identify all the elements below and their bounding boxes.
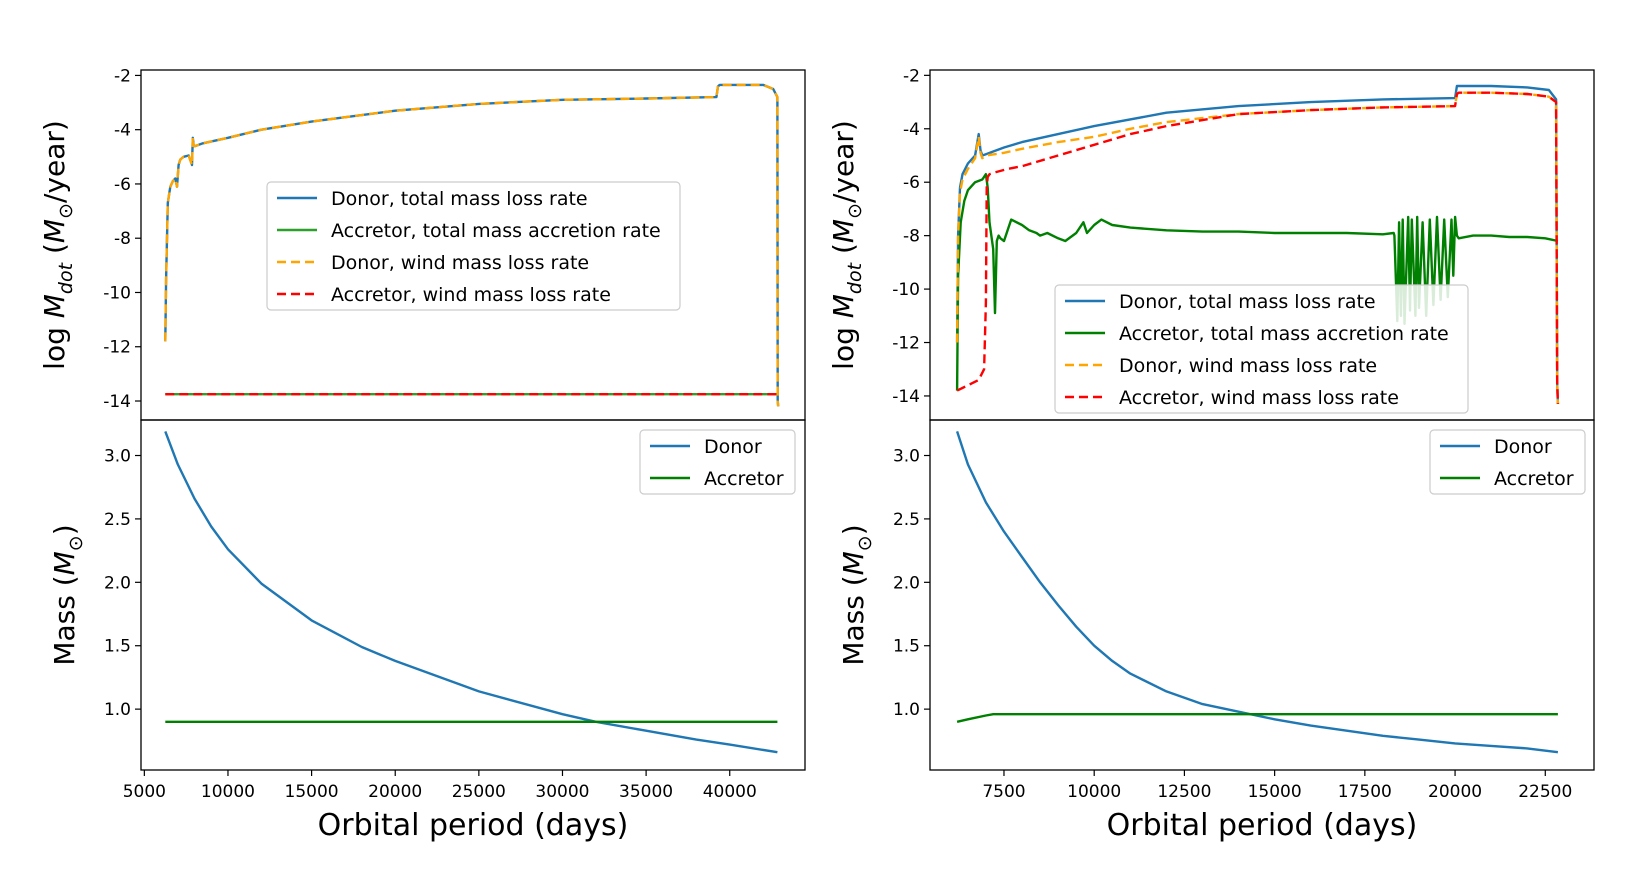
left-top-legend-box [266, 181, 681, 311]
right-top-legend-label-donor-total-mass-loss-rate: Donor, total mass loss rate [1119, 291, 1376, 313]
left-top-ytick-label: -8 [114, 229, 131, 249]
right-top-legend-box [1054, 284, 1469, 414]
right-bottom-ytick-label: 3.0 [893, 447, 920, 467]
left-bottom-ticks: 1.0 1.5 2.0 2.5 3.0 5000 10000 15000 20000 25000 3… [104, 447, 757, 802]
left-bottom-ytick-label: 3.0 [104, 447, 131, 467]
left-top-legend: Donor, total mass loss rate Accretor, tot… [266, 181, 681, 311]
right-bottom-xtick-label: 17500 [1338, 782, 1392, 802]
left-top-ticks: -2 -4 -6 -8 -10 -12 -14 [103, 66, 141, 412]
right-top-series [955, 84, 1560, 405]
left-bottom-xtick-label: 30000 [535, 782, 589, 802]
left-top-series-donor-wind-mass-loss-rate [164, 83, 780, 407]
left-bottom-ytick-label: 2.5 [104, 510, 131, 530]
right-top-ytick-label: -14 [892, 387, 920, 407]
left-bottom-legend-label-donor: Donor [704, 436, 762, 458]
right-top-ytick-label: -2 [903, 66, 920, 86]
right-bottom-series-accretor [956, 713, 1558, 723]
left-top-ytick-label: -10 [103, 283, 131, 303]
right-top-legend-label-accretor-wind-mass-loss-rate: Accretor, wind mass loss rate [1119, 387, 1399, 409]
right-top-ytick-label: -4 [903, 120, 920, 140]
left-bottom-ytick-label: 1.5 [104, 637, 131, 657]
left-top-legend-label-accretor-total-mass-accretion-rate: Accretor, total mass accretion rate [331, 220, 661, 242]
right-bottom-ytick-label: 2.5 [893, 510, 920, 530]
right-top-ylabel: log Mdot (M⊙/year) [827, 120, 866, 370]
left-top-ytick-label: -14 [103, 392, 131, 412]
right-top-ytick-label: -8 [903, 227, 920, 247]
left-top-legend-label-donor-total-mass-loss-rate: Donor, total mass loss rate [331, 188, 588, 210]
right-top-ytick-label: -10 [892, 280, 920, 300]
left-top-ylabel: log Mdot (M⊙/year) [38, 120, 77, 370]
left-bottom-xtick-label: 20000 [368, 782, 422, 802]
left-top-ytick-label: -6 [114, 175, 131, 195]
right-bottom-xtick-label: 10000 [1067, 782, 1121, 802]
right-top-series-donor-wind-mass-loss-rate [955, 91, 1560, 405]
right-bottom-ytick-label: 2.0 [893, 573, 920, 593]
left-top-series [164, 83, 780, 407]
left-bottom-series [164, 430, 778, 754]
right-bottom-frame [929, 419, 1595, 771]
left-top-legend-label-donor-wind-mass-loss-rate: Donor, wind mass loss rate [331, 252, 589, 274]
right-top-series-accretor-wind-mass-loss-rate [956, 91, 1560, 405]
right-top-legend-label-donor-wind-mass-loss-rate: Donor, wind mass loss rate [1119, 355, 1377, 377]
right-bottom-xtick-label: 7500 [982, 782, 1025, 802]
right-top-ytick-label: -12 [892, 334, 920, 354]
right-bottom-xtick-label: 22500 [1518, 782, 1572, 802]
left-bottom-xtick-label: 10000 [201, 782, 255, 802]
right-bottom-xtick-label: 15000 [1248, 782, 1302, 802]
left-top-ytick-label: -12 [103, 338, 131, 358]
right-bottom-ticks: 1.0 1.5 2.0 2.5 3.0 7500 10000 12500 15000 17500 2… [893, 447, 1572, 802]
right-bottom-ylabel: Mass (M⊙) [837, 524, 876, 665]
right-bottom-xlabel: Orbital period (days) [1107, 808, 1418, 843]
left-bottom-legend-label-accretor: Accretor [704, 468, 784, 490]
right-top-series-donor-total-mass-loss-rate [955, 84, 1560, 405]
right-bottom-legend-label-donor: Donor [1494, 436, 1552, 458]
right-bottom-xtick-label: 20000 [1428, 782, 1482, 802]
left-top-ytick-label: -2 [114, 66, 131, 86]
right-top-panel: -2 -4 -6 -8 -10 -12 -14 log Mdot (M⊙/year) Don… [827, 66, 1595, 421]
left-bottom-xtick-label: 5000 [123, 782, 166, 802]
left-bottom-xtick-label: 25000 [452, 782, 506, 802]
right-bottom-legend: Donor Accretor [1429, 429, 1586, 495]
left-bottom-xtick-label: 35000 [619, 782, 673, 802]
left-bottom-legend: Donor Accretor [639, 429, 796, 495]
right-bottom-series [955, 431, 1559, 754]
left-bottom-xlabel: Orbital period (days) [318, 808, 629, 843]
left-bottom-frame [140, 419, 806, 771]
right-top-ytick-label: -6 [903, 173, 920, 193]
left-top-legend-label-accretor-wind-mass-loss-rate: Accretor, wind mass loss rate [331, 284, 611, 306]
right-bottom-ytick-label: 1.0 [893, 700, 920, 720]
left-top-ytick-label: -4 [114, 121, 131, 141]
right-bottom-panel: 1.0 1.5 2.0 2.5 3.0 7500 10000 12500 15000 17500 2… [837, 419, 1595, 843]
right-bottom-ytick-label: 1.5 [893, 637, 920, 657]
left-bottom-ytick-label: 1.0 [104, 700, 131, 720]
left-bottom-xtick-label: 40000 [703, 782, 757, 802]
right-top-series-accretor-total-mass-accretion-rate [955, 172, 1559, 391]
left-bottom-ytick-label: 2.0 [104, 573, 131, 593]
right-top-ticks: -2 -4 -6 -8 -10 -12 -14 [892, 66, 930, 407]
right-bottom-legend-label-accretor: Accretor [1494, 468, 1574, 490]
right-top-legend-label-accretor-total-mass-accretion-rate: Accretor, total mass accretion rate [1119, 323, 1449, 345]
right-bottom-series-donor [955, 431, 1559, 754]
left-bottom-series-donor [164, 430, 778, 754]
right-bottom-xtick-label: 12500 [1157, 782, 1211, 802]
left-bottom-xtick-label: 15000 [285, 782, 339, 802]
right-top-legend: Donor, total mass loss rate Accretor, tot… [1054, 284, 1469, 414]
